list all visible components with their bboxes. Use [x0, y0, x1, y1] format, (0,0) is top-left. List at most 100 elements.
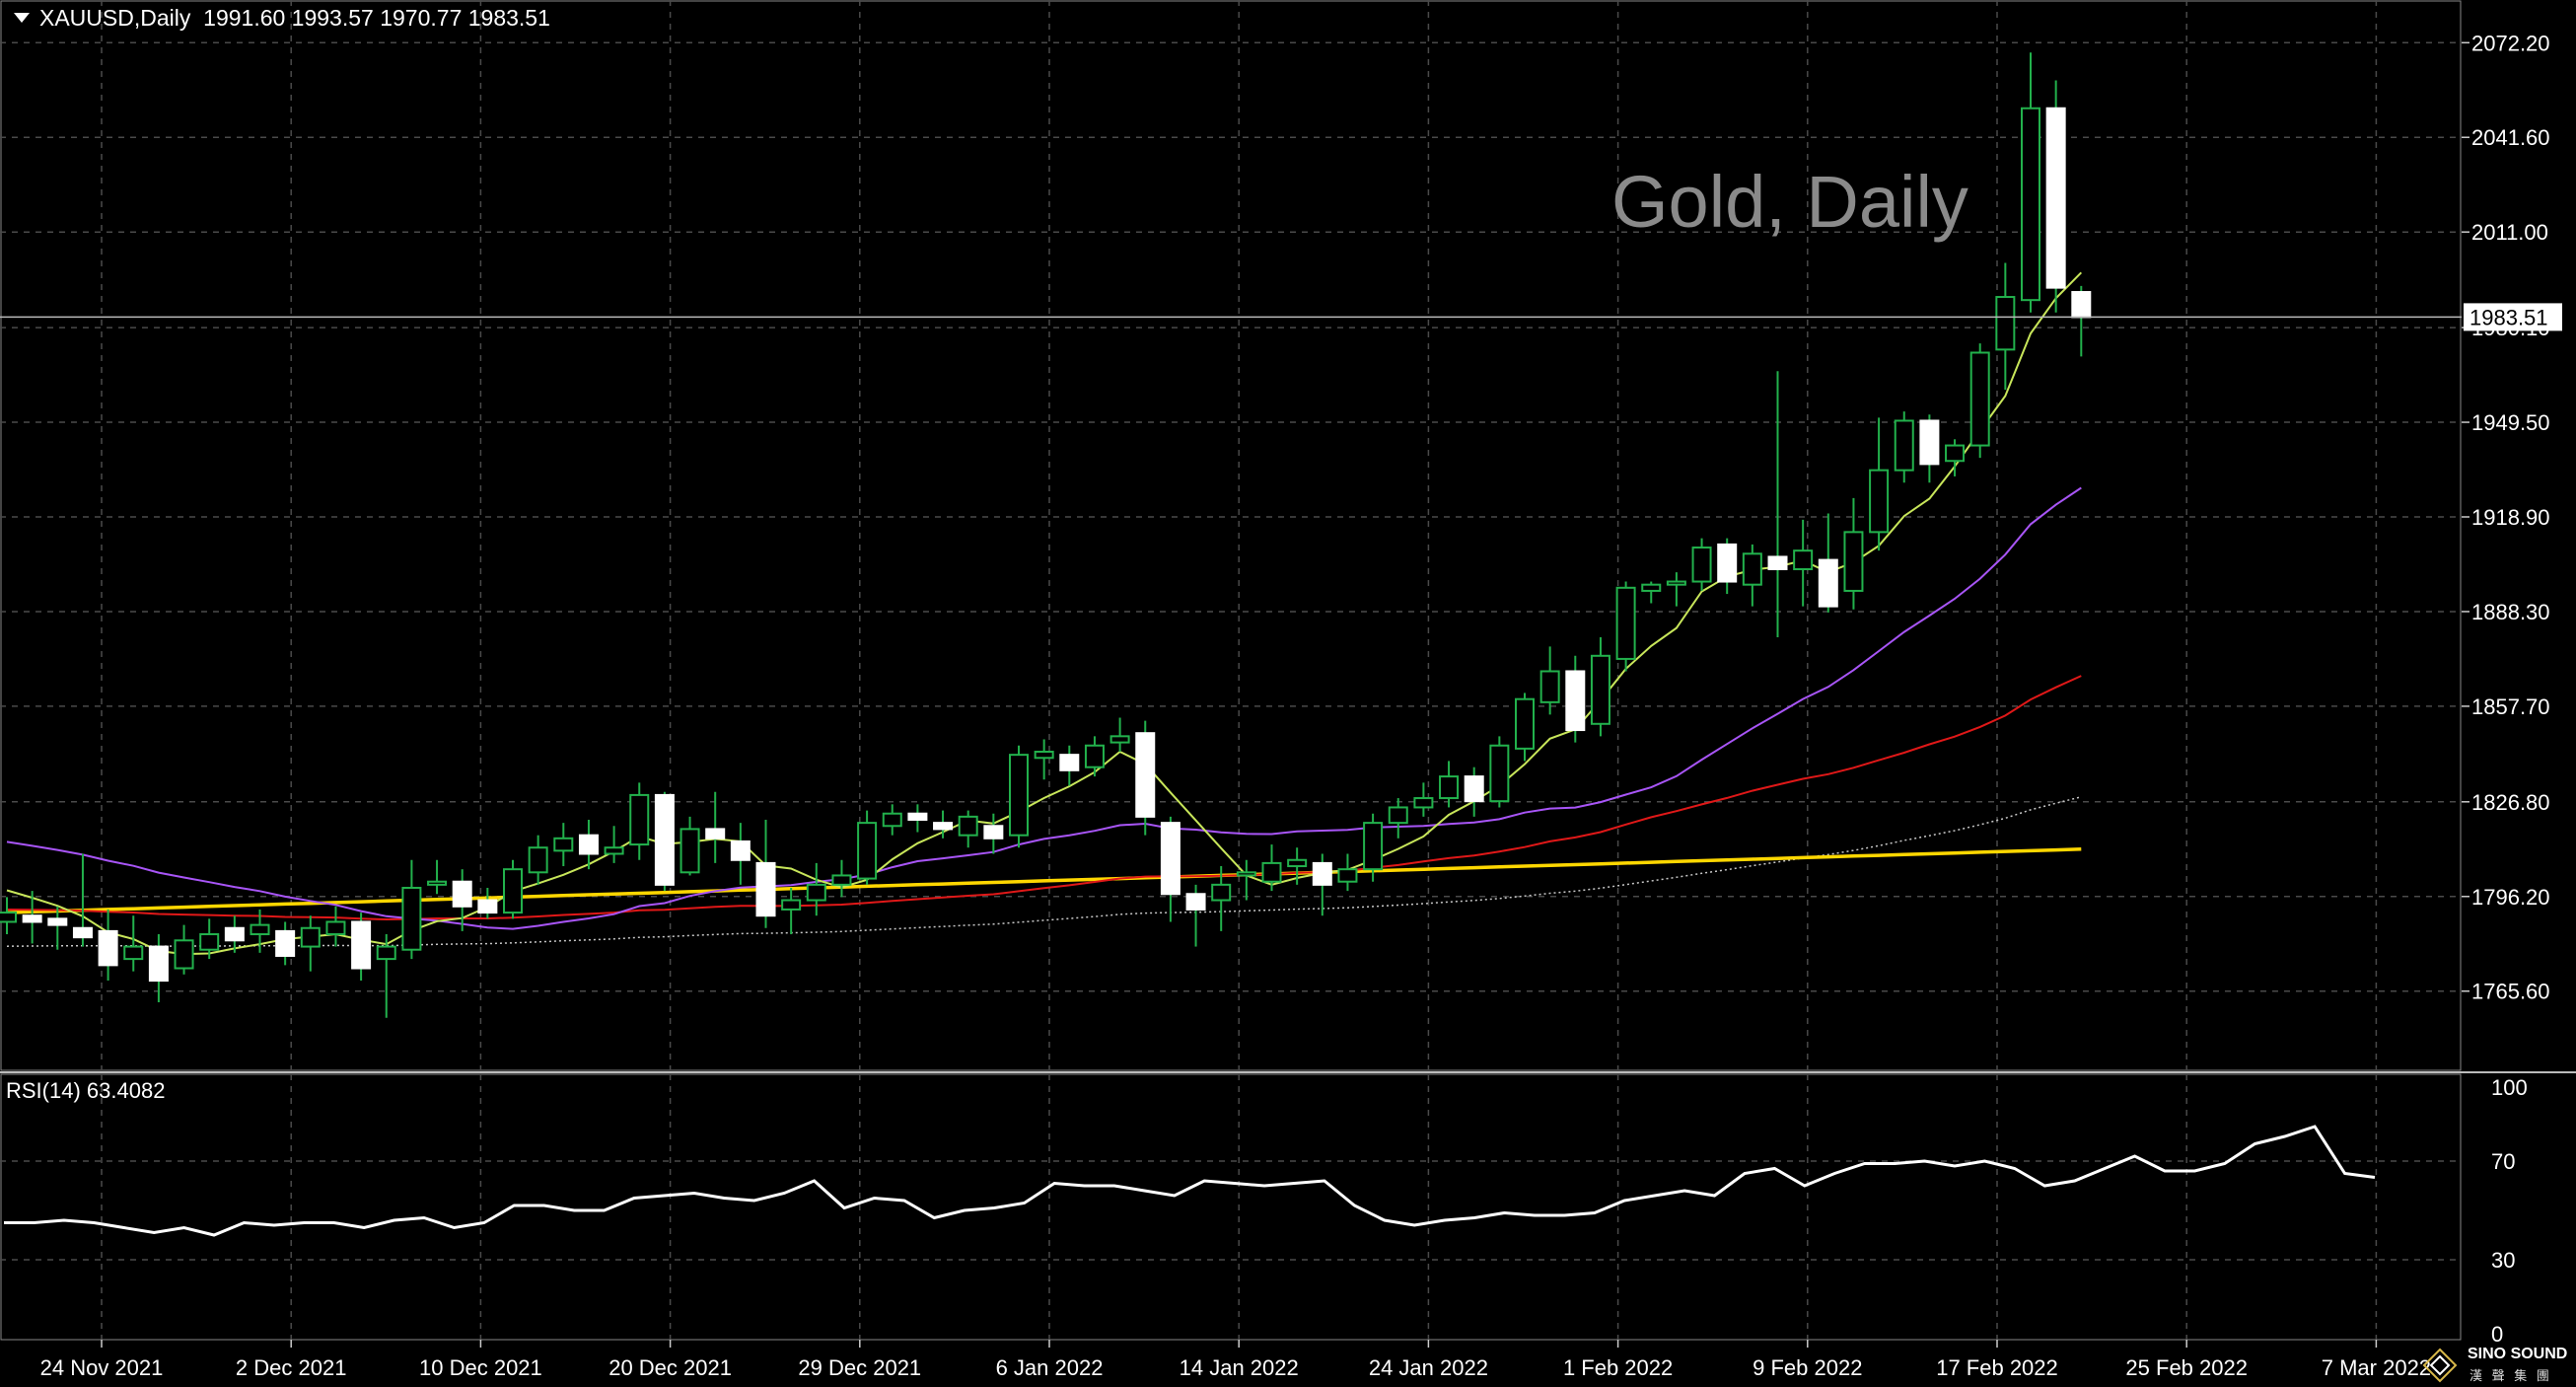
x-tick-label: 6 Jan 2022 [996, 1355, 1104, 1380]
candle-up [1539, 670, 1560, 703]
candle-up [376, 945, 396, 961]
candle-up [1363, 822, 1384, 871]
candle-down [351, 920, 372, 970]
candle-down [1767, 555, 1788, 570]
candle-down [705, 828, 726, 840]
rsi-title: RSI(14) 63.4082 [6, 1078, 166, 1103]
x-tick-label: 2 Dec 2021 [236, 1355, 347, 1380]
x-tick-label: 7 Mar 2022 [2322, 1355, 2431, 1380]
candle-up [174, 939, 194, 970]
x-tick-label: 20 Dec 2021 [608, 1355, 732, 1380]
candle-down [1185, 893, 1206, 911]
rsi-panel [4, 1125, 2376, 1237]
candle-up [1843, 531, 1864, 592]
candle-up [1515, 697, 1535, 750]
ma-slow-line [6, 675, 2082, 921]
candle-down [654, 793, 675, 886]
diamond-logo-icon [2422, 1348, 2458, 1383]
logo-name: SINO SOUND [2468, 1346, 2568, 1362]
symbol-header: XAUUSD,Daily 1991.60 1993.57 1970.77 198… [14, 5, 550, 32]
x-tick-label: 9 Feb 2022 [1753, 1355, 1862, 1380]
candle-up [503, 868, 523, 914]
candle-up [680, 828, 700, 874]
y-tick-label: 1826.80 [2471, 790, 2550, 815]
candle-up [528, 846, 548, 874]
candle-up [2021, 107, 2040, 302]
y-tick-label: 2041.60 [2471, 125, 2550, 150]
ma-fast-line [6, 271, 2083, 956]
candle-up [1236, 871, 1256, 877]
candle-up [958, 815, 978, 837]
ma-long-line [6, 847, 2082, 914]
rsi-y-tick-label: 30 [2491, 1248, 2515, 1273]
main-panel-frame [0, 0, 2462, 1071]
candle-up [1287, 858, 1308, 868]
candle-up [1590, 654, 1610, 725]
candle-down [755, 861, 776, 917]
dropdown-triangle-icon[interactable] [14, 13, 30, 23]
y-tick-label: 2011.00 [2471, 220, 2548, 245]
candle-down [1919, 419, 1940, 466]
candle-up [806, 883, 826, 902]
current-price-label: 1983.51 [2469, 305, 2548, 329]
x-tick-label: 24 Nov 2021 [40, 1355, 164, 1380]
candle-up [781, 899, 802, 911]
ma-mid-line [6, 486, 2082, 930]
candle-down [1818, 558, 1838, 608]
candle-up [831, 874, 852, 886]
candle-up [629, 793, 650, 846]
candle-up [1009, 754, 1029, 837]
candles [0, 52, 2092, 1018]
logo-subtitle: 漢 聲 集 團 [2469, 1368, 2552, 1383]
x-tick-label: 1 Feb 2022 [1563, 1355, 1673, 1380]
x-tick-label: 17 Feb 2022 [1936, 1355, 2058, 1380]
candle-down [477, 899, 498, 914]
x-tick-label: 10 Dec 2021 [419, 1355, 542, 1380]
y-tick-label: 1857.70 [2471, 694, 2550, 719]
candle-up [199, 933, 220, 951]
y-tick-label: 2072.20 [2471, 31, 2550, 55]
ohlc-values: 1991.60 1993.57 1970.77 1983.51 [203, 5, 550, 31]
x-tick-label: 24 Jan 2022 [1369, 1355, 1488, 1380]
x-tick-label: 29 Dec 2021 [798, 1355, 921, 1380]
candle-down [983, 825, 1004, 840]
candle-up [553, 837, 574, 852]
candle-up [401, 886, 422, 951]
candle-down [1059, 754, 1080, 771]
candle-up [123, 945, 144, 961]
candle-up [1894, 419, 1914, 472]
candle-down [275, 929, 296, 957]
candle-up [1439, 775, 1460, 800]
candle-up [1869, 469, 1890, 534]
y-tick-label: 1796.20 [2471, 885, 2550, 910]
candle-up [1615, 586, 1636, 660]
candle-down [47, 917, 68, 926]
candle-up [1388, 806, 1408, 825]
rsi-panel-frame [0, 1073, 2462, 1341]
candle-down [1135, 732, 1156, 818]
sino-sound-logo: SINO SOUND 漢 聲 集 團 [2416, 1344, 2576, 1387]
x-tick-label: 14 Jan 2022 [1180, 1355, 1299, 1380]
candle-up [882, 812, 902, 828]
y-tick-label: 1918.90 [2471, 505, 2550, 530]
candle-up [1489, 744, 1510, 803]
chart-watermark: Gold, Daily [1611, 161, 1968, 243]
candle-up [325, 920, 346, 936]
candle-down [1565, 670, 1586, 732]
candle-up [857, 822, 878, 880]
candle-up [0, 912, 17, 923]
candle-down [730, 840, 751, 861]
candle-up [1109, 735, 1130, 744]
candle-up [1641, 583, 1662, 592]
candle-up [1034, 751, 1054, 760]
y-tick-label: 1765.60 [2471, 980, 2550, 1004]
rsi-line [4, 1125, 2376, 1237]
candle-down [933, 822, 954, 831]
candle-down [224, 926, 245, 942]
candle-up [300, 926, 321, 948]
candle-down [1717, 543, 1738, 583]
moving-averages [6, 271, 2083, 956]
axes: 2072.202041.602011.001980.101949.501918.… [0, 31, 2562, 1380]
candle-up [1793, 549, 1814, 570]
